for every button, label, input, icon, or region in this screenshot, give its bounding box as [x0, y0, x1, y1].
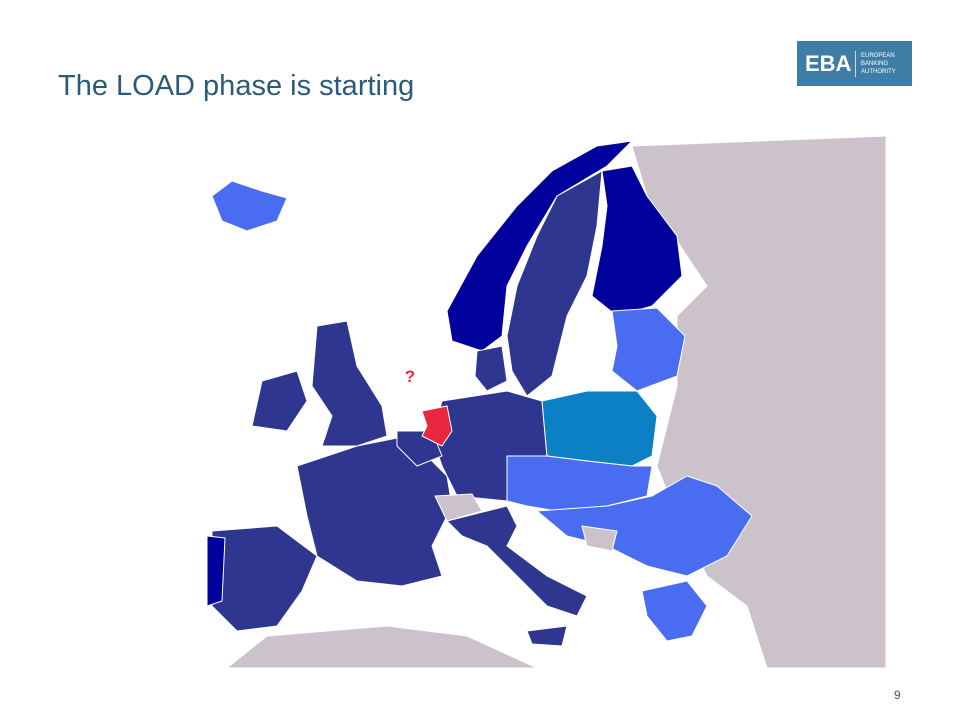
annotation: ? — [405, 367, 415, 386]
logo-line: AUTHORITY — [861, 68, 896, 75]
spain — [211, 525, 318, 632]
central-europe — [506, 455, 653, 512]
ireland — [251, 370, 308, 432]
logo-line: BANKING — [861, 60, 889, 67]
baltics — [611, 307, 686, 392]
uk — [311, 320, 388, 447]
logo: EBA EUROPEAN BANKING AUTHORITY — [797, 41, 912, 86]
slide-title: The LOAD phase is starting — [58, 70, 415, 102]
netherlands — [421, 405, 453, 447]
poland — [541, 390, 658, 467]
italy — [446, 505, 588, 617]
north-africa — [226, 625, 538, 668]
portugal — [207, 535, 226, 607]
switzerland — [434, 493, 483, 522]
logo-abbr: EBA — [797, 50, 856, 77]
sweden — [506, 170, 603, 397]
logo-name: EUROPEAN BANKING AUTHORITY — [856, 52, 896, 76]
norway — [446, 140, 634, 352]
europe-map: ? — [207, 136, 886, 668]
finland — [591, 165, 683, 317]
page-number: 9 — [894, 688, 901, 702]
sicily — [526, 625, 568, 647]
greece — [641, 580, 708, 642]
logo-line: EUROPEAN — [861, 52, 895, 59]
bosnia — [581, 525, 618, 552]
denmark — [474, 345, 508, 392]
iceland — [211, 180, 288, 232]
